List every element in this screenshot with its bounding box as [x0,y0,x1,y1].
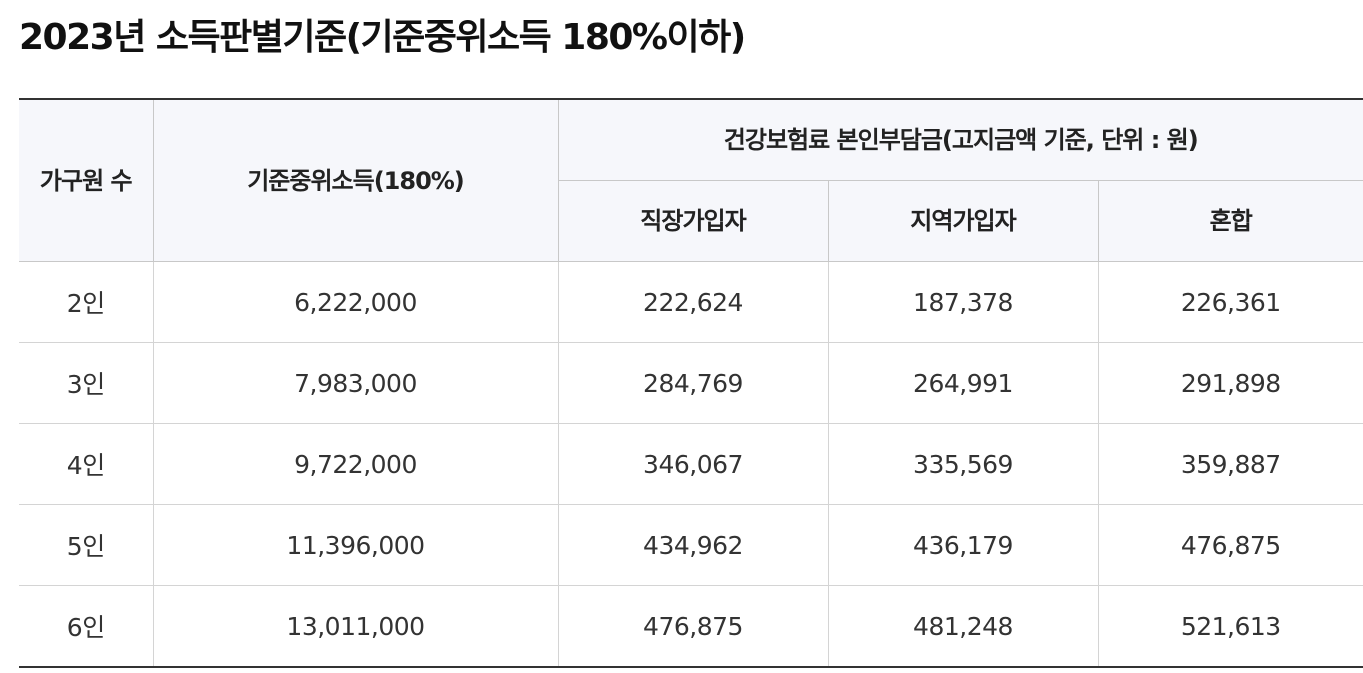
header-row-sub: 직장가입자 지역가입자 혼합 [19,180,1363,262]
table-row: 2인 6,222,000 222,624 187,378 226,361 [19,261,1363,343]
header-premium-group: 건강보험료 본인부담금(고지금액 기준, 단위 : 원) [557,99,1363,181]
cell-regional: 436,179 [827,504,1098,586]
table-body: 2인 6,222,000 222,624 187,378 226,361 3인 … [19,261,1363,667]
cell-median-income: 13,011,000 [152,585,558,667]
cell-median-income: 11,396,000 [152,504,558,586]
header-mixed: 혼합 [1097,180,1363,262]
cell-employee: 434,962 [557,504,828,586]
table-header: 가구원 수 기준중위소득(180%) 건강보험료 본인부담금(고지금액 기준, … [19,99,1363,262]
cell-household: 5인 [19,504,153,586]
header-regional: 지역가입자 [827,180,1098,262]
table-row: 5인 11,396,000 434,962 436,179 476,875 [19,504,1363,586]
header-employee: 직장가입자 [557,180,828,262]
cell-household: 4인 [19,423,153,505]
cell-median-income: 7,983,000 [152,342,558,424]
cell-employee: 476,875 [557,585,828,667]
cell-mixed: 476,875 [1097,504,1363,586]
cell-mixed: 291,898 [1097,342,1363,424]
header-row-top: 가구원 수 기준중위소득(180%) 건강보험료 본인부담금(고지금액 기준, … [19,99,1363,262]
cell-mixed: 226,361 [1097,261,1363,343]
table-row: 4인 9,722,000 346,067 335,569 359,887 [19,423,1363,505]
income-criteria-table: 가구원 수 기준중위소득(180%) 건강보험료 본인부담금(고지금액 기준, … [19,98,1363,668]
cell-employee: 222,624 [557,261,828,343]
cell-household: 6인 [66,613,105,642]
cell-regional: 335,569 [827,423,1098,505]
header-household-size: 가구원 수 [19,99,153,262]
header-median-income: 기준중위소득(180%) [152,99,558,262]
cell-median-income: 9,722,000 [152,423,558,505]
table-row: 3인 7,983,000 284,769 264,991 291,898 [19,342,1363,424]
cell-household: 2인 [19,261,153,343]
cell-household: 3인 [19,342,153,424]
cell-regional: 187,378 [827,261,1098,343]
cell-mixed: 359,887 [1097,423,1363,505]
cell-regional: 264,991 [827,342,1098,424]
cell-regional: 481,248 [827,585,1098,667]
cell-employee: 346,067 [557,423,828,505]
cell-mixed: 521,613 [1097,585,1363,667]
page-title: 2023년 소득판별기준(기준중위소득 180%이하) [19,17,746,58]
cell-employee: 284,769 [557,342,828,424]
cell-median-income: 6,222,000 [152,261,558,343]
table-row: 6인 13,011,000 476,875 481,248 521,613 [19,585,1363,667]
